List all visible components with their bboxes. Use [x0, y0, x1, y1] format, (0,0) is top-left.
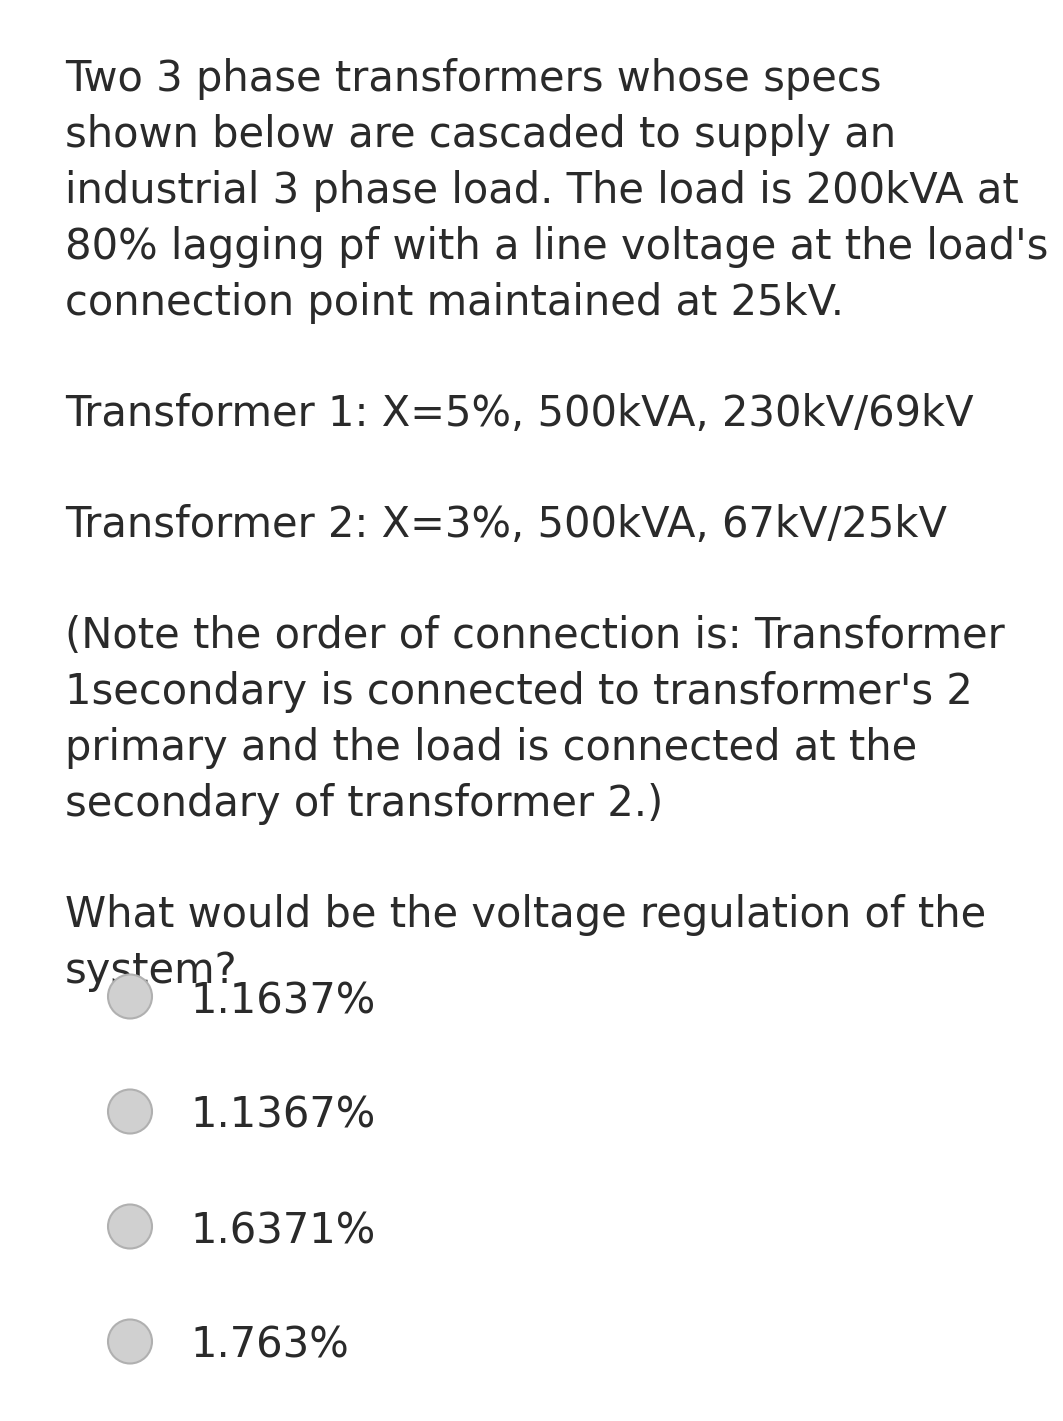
Text: 1.6371%: 1.6371% [190, 1211, 375, 1252]
Text: connection point maintained at 25kV.: connection point maintained at 25kV. [65, 281, 844, 324]
Text: 1secondary is connected to transformer's 2: 1secondary is connected to transformer's… [65, 671, 973, 713]
Text: Two 3 phase transformers whose specs: Two 3 phase transformers whose specs [65, 58, 881, 99]
Text: shown below are cascaded to supply an: shown below are cascaded to supply an [65, 114, 896, 156]
Ellipse shape [108, 1320, 152, 1364]
Text: What would be the voltage regulation of the: What would be the voltage regulation of … [65, 894, 986, 936]
Ellipse shape [108, 1090, 152, 1134]
Text: Transformer 2: X=3%, 500kVA, 67kV/25kV: Transformer 2: X=3%, 500kVA, 67kV/25kV [65, 504, 947, 546]
Text: primary and the load is connected at the: primary and the load is connected at the [65, 728, 917, 769]
Text: 1.1637%: 1.1637% [190, 980, 375, 1022]
Text: 1.763%: 1.763% [190, 1324, 349, 1367]
Text: secondary of transformer 2.): secondary of transformer 2.) [65, 783, 663, 826]
Text: Transformer 1: X=5%, 500kVA, 230kV/69kV: Transformer 1: X=5%, 500kVA, 230kV/69kV [65, 394, 974, 435]
Text: system?: system? [65, 951, 238, 992]
Text: 80% lagging pf with a line voltage at the load's: 80% lagging pf with a line voltage at th… [65, 226, 1048, 269]
Text: industrial 3 phase load. The load is 200kVA at: industrial 3 phase load. The load is 200… [65, 171, 1018, 212]
Ellipse shape [108, 975, 152, 1019]
Ellipse shape [108, 1205, 152, 1249]
Text: 1.1367%: 1.1367% [190, 1096, 375, 1137]
Text: (Note the order of connection is: Transformer: (Note the order of connection is: Transf… [65, 615, 1005, 657]
